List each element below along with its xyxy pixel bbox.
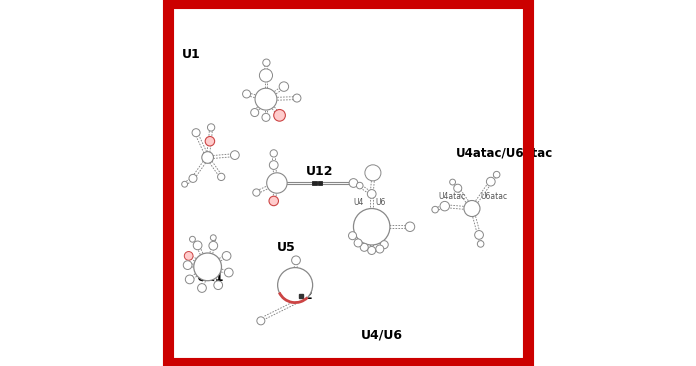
Circle shape xyxy=(198,284,206,292)
Circle shape xyxy=(257,317,265,325)
Circle shape xyxy=(209,241,218,250)
Circle shape xyxy=(380,241,388,249)
Circle shape xyxy=(354,239,362,247)
Text: U5: U5 xyxy=(277,241,296,254)
Circle shape xyxy=(292,256,301,265)
Circle shape xyxy=(487,177,495,186)
Circle shape xyxy=(349,232,356,240)
Circle shape xyxy=(183,261,192,269)
Circle shape xyxy=(253,189,260,196)
Circle shape xyxy=(279,82,289,92)
Circle shape xyxy=(356,182,363,189)
Circle shape xyxy=(365,165,381,181)
Circle shape xyxy=(230,151,239,160)
Circle shape xyxy=(405,222,415,231)
Circle shape xyxy=(269,161,278,169)
Circle shape xyxy=(440,201,450,211)
Text: U4: U4 xyxy=(354,198,364,207)
Circle shape xyxy=(269,196,278,206)
Circle shape xyxy=(205,137,214,146)
Text: U11: U11 xyxy=(197,270,224,284)
Circle shape xyxy=(361,243,368,251)
Text: U4atac: U4atac xyxy=(438,193,466,201)
Circle shape xyxy=(255,88,277,110)
Circle shape xyxy=(243,90,251,98)
Circle shape xyxy=(367,246,376,254)
Circle shape xyxy=(349,179,358,187)
Circle shape xyxy=(274,109,285,121)
Circle shape xyxy=(477,240,484,247)
Circle shape xyxy=(367,190,376,198)
Circle shape xyxy=(189,174,197,182)
Circle shape xyxy=(202,152,214,163)
Circle shape xyxy=(267,173,287,193)
Text: U4/U6: U4/U6 xyxy=(361,329,403,342)
Text: U4atac/U6atac: U4atac/U6atac xyxy=(456,146,553,160)
Circle shape xyxy=(450,179,455,185)
Circle shape xyxy=(184,251,193,260)
Text: U2: U2 xyxy=(295,289,314,302)
Circle shape xyxy=(278,268,313,303)
Circle shape xyxy=(293,94,301,102)
Circle shape xyxy=(222,251,231,260)
Text: U1: U1 xyxy=(182,48,201,61)
Text: U6atac: U6atac xyxy=(480,193,507,201)
Circle shape xyxy=(263,59,270,66)
Circle shape xyxy=(376,245,383,253)
Circle shape xyxy=(493,171,500,178)
Circle shape xyxy=(354,209,390,245)
Circle shape xyxy=(210,235,216,240)
Circle shape xyxy=(224,268,233,277)
Circle shape xyxy=(218,173,225,180)
Circle shape xyxy=(182,181,187,187)
Circle shape xyxy=(193,253,221,281)
Circle shape xyxy=(262,113,270,122)
Circle shape xyxy=(207,124,215,131)
Circle shape xyxy=(475,231,484,239)
Circle shape xyxy=(185,275,194,284)
Text: U6: U6 xyxy=(376,198,386,207)
Circle shape xyxy=(260,69,273,82)
Circle shape xyxy=(251,109,259,116)
Circle shape xyxy=(270,150,278,157)
Circle shape xyxy=(432,206,438,213)
Circle shape xyxy=(193,241,202,250)
Circle shape xyxy=(464,201,480,217)
Circle shape xyxy=(189,236,196,242)
Circle shape xyxy=(454,184,461,192)
Text: U12: U12 xyxy=(306,165,333,178)
Circle shape xyxy=(214,281,223,290)
Circle shape xyxy=(192,129,200,137)
